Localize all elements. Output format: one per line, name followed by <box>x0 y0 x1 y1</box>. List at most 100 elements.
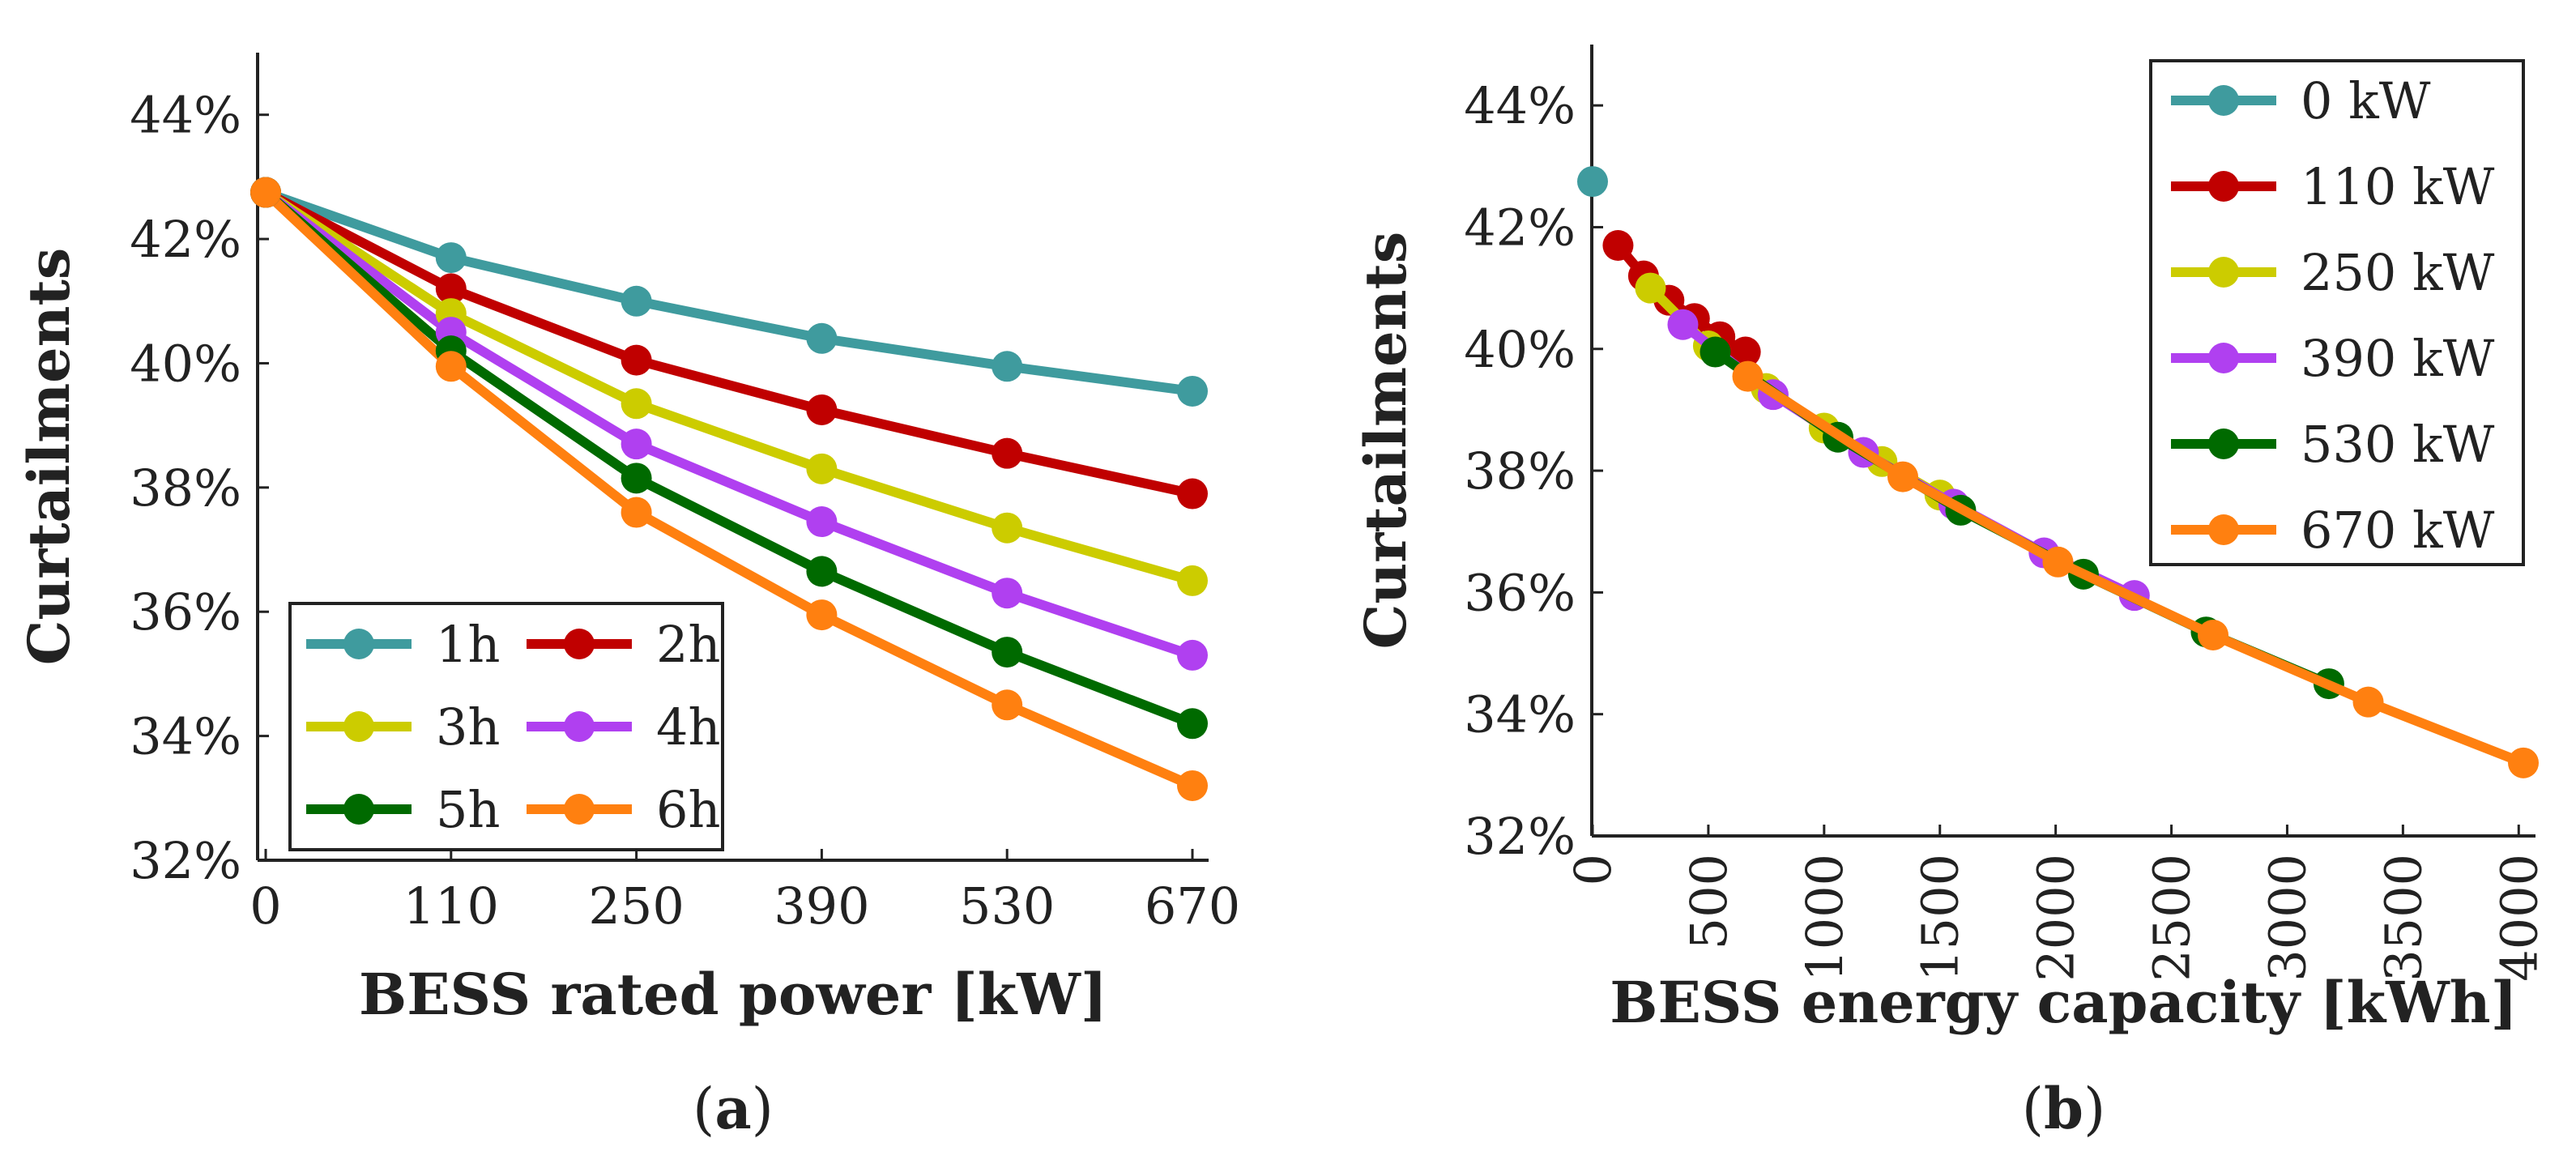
series-line-1h <box>264 187 1193 396</box>
x-axis-label: BESS rated power [kW] <box>359 961 1107 1028</box>
panel-label-b: (b) <box>2022 1075 2106 1142</box>
series-line-6h <box>262 189 1195 791</box>
y-axis-label: Curtailments <box>15 248 83 666</box>
y-tick-label: 36% <box>1464 563 1576 622</box>
y-tick-label: 44% <box>1464 76 1576 135</box>
data-point-2h <box>435 273 467 305</box>
x-axis-label: BESS energy capacity [kWh] <box>1610 969 2517 1036</box>
x-tick-label: 0 <box>1563 854 1623 885</box>
legend-marker <box>2208 514 2239 545</box>
data-point-4h <box>992 578 1023 609</box>
legend-label: 250 kW <box>2301 243 2495 302</box>
legend-marker <box>2208 429 2239 459</box>
panel-label-a: (a) <box>693 1075 774 1142</box>
y-tick-label: 34% <box>1464 685 1576 744</box>
y-tick-label: 42% <box>130 210 241 269</box>
y-tick-label: 32% <box>1464 807 1576 866</box>
legend-label: 390 kW <box>2301 329 2495 388</box>
data-point-250-kW <box>1635 272 1666 304</box>
legend-label: 5h <box>436 780 500 839</box>
data-point-3h <box>992 512 1023 544</box>
legend-label: 110 kW <box>2301 157 2495 216</box>
data-point-2h <box>621 344 652 376</box>
data-point-110-kW <box>1602 230 1634 262</box>
data-point-6h <box>250 177 281 208</box>
data-point-4h <box>621 429 652 460</box>
data-point-4h <box>1177 639 1208 671</box>
legend-marker <box>343 629 374 659</box>
legend-marker <box>2208 257 2239 288</box>
data-point-6h <box>806 599 838 631</box>
x-tick-label: 3500 <box>2373 854 2433 982</box>
data-point-530-kW <box>1700 336 1731 368</box>
data-point-6h <box>435 351 467 382</box>
y-tick-label: 38% <box>130 458 241 518</box>
chart-panel-a: 32% 34% 36% 38% 40% 42% 44% 0 110 250 390 530 670 BES… <box>15 53 1240 1142</box>
data-point-390-kW <box>1667 309 1699 340</box>
legend-label: 1h <box>436 615 500 674</box>
data-point-6h <box>992 689 1023 721</box>
x-tick-label: 110 <box>403 876 499 936</box>
data-point-1h <box>992 351 1023 382</box>
data-point-0-kW <box>1577 166 1608 198</box>
x-tick-label: 1500 <box>1911 854 1970 982</box>
data-point-2h <box>1177 478 1208 510</box>
legend-label: 6h <box>656 780 720 839</box>
data-point-670-kW <box>2508 747 2539 778</box>
data-point-5h <box>621 463 652 494</box>
y-tick-label: 38% <box>1464 441 1576 501</box>
data-point-670-kW <box>2352 686 2384 718</box>
series-line-2h <box>263 188 1194 499</box>
legend-label: 3h <box>436 697 500 757</box>
y-tick-label: 32% <box>130 831 241 890</box>
legend-label: 530 kW <box>2301 415 2495 474</box>
data-point-3h <box>621 388 652 420</box>
y-tick-label: 40% <box>130 334 241 393</box>
chart-panel-b: 32% 34% 36% 38% 40% 42% 44% 0 500 1000 1500 2000 250… <box>1352 45 2548 1142</box>
y-axis-label: Curtailments <box>1352 232 1419 650</box>
data-point-670-kW <box>2042 546 2074 578</box>
data-point-670-kW <box>1887 461 1918 492</box>
y-tick-label: 34% <box>130 707 241 766</box>
data-point-2h <box>806 394 838 425</box>
data-point-670-kW <box>2198 619 2228 650</box>
data-point-1h <box>806 322 838 354</box>
legend-marker <box>2208 343 2239 373</box>
x-tick-label: 2000 <box>2027 854 2086 982</box>
x-tick-label: 0 <box>249 876 281 936</box>
x-tick-label: 1000 <box>1795 854 1854 982</box>
data-point-5h <box>806 556 838 587</box>
series-line-670-kW <box>1745 372 2526 768</box>
legend-label: 670 kW <box>2301 501 2495 560</box>
data-point-5h <box>1177 708 1208 740</box>
x-tick-label: 390 <box>774 876 869 936</box>
y-tick-label: 42% <box>1464 198 1576 257</box>
x-tick-label: 500 <box>1679 854 1738 949</box>
data-point-3h <box>1177 565 1208 596</box>
series-line-5h <box>262 188 1195 728</box>
legend-label: 0 kW <box>2301 71 2431 130</box>
data-point-6h <box>621 497 652 528</box>
y-tick-label: 36% <box>130 582 241 642</box>
legend-label: 4h <box>656 697 720 757</box>
series-line-3h <box>262 188 1194 586</box>
data-point-110-kW <box>1729 336 1761 368</box>
legend-label: 2h <box>656 615 720 674</box>
legend: 0 kW 110 kW 250 kW 390 kW 530 kW 670 kW <box>2149 59 2525 566</box>
legend-marker <box>2208 171 2239 202</box>
data-point-5h <box>992 637 1023 668</box>
legend-marker <box>343 794 374 825</box>
legend-marker <box>2208 85 2239 116</box>
legend-box <box>2149 59 2525 566</box>
legend-marker <box>343 711 374 742</box>
data-point-4h <box>806 506 838 538</box>
series-line-4h <box>262 188 1194 660</box>
legend-marker <box>564 629 595 659</box>
x-tick-label: 670 <box>1145 876 1240 936</box>
data-point-1h <box>1177 375 1208 407</box>
legend: 1h 2h 3h 4h 5h 6h <box>288 602 724 851</box>
y-tick-label: 40% <box>1464 320 1576 379</box>
x-tick-label: 2500 <box>2143 854 2202 982</box>
data-point-6h <box>1177 770 1208 801</box>
